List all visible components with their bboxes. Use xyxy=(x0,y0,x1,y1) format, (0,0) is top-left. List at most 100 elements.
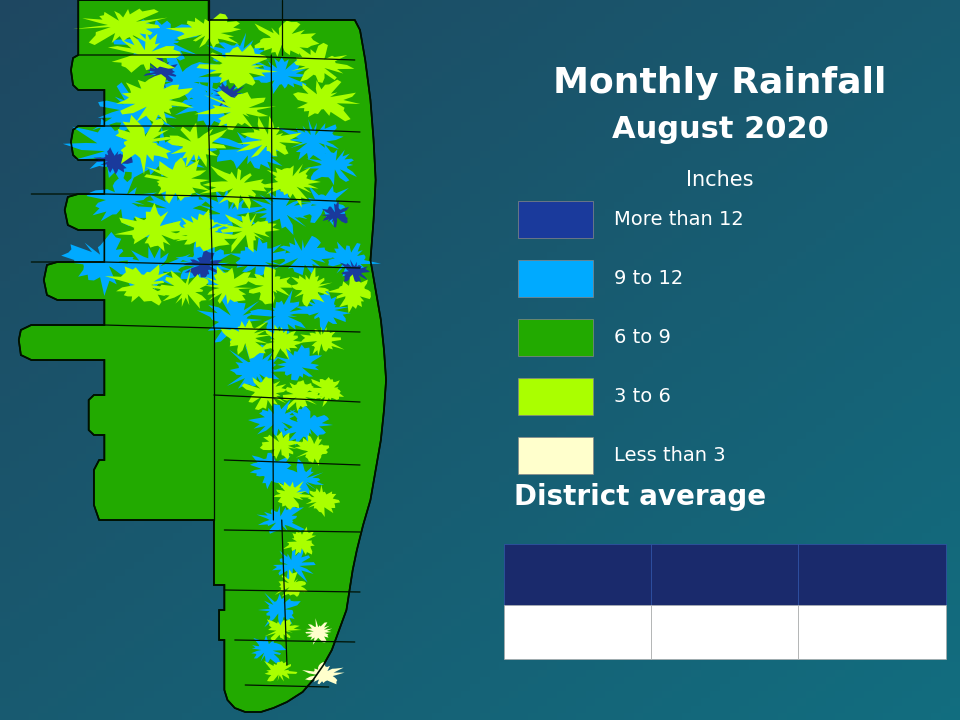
Polygon shape xyxy=(273,235,333,275)
Polygon shape xyxy=(19,0,386,712)
Polygon shape xyxy=(276,119,344,160)
Polygon shape xyxy=(282,526,316,555)
FancyBboxPatch shape xyxy=(651,544,799,605)
Polygon shape xyxy=(250,453,298,489)
Text: Inches: Inches xyxy=(686,170,754,190)
Polygon shape xyxy=(200,166,267,210)
Polygon shape xyxy=(211,82,245,109)
Polygon shape xyxy=(256,505,305,534)
Polygon shape xyxy=(125,186,211,239)
Text: District average: District average xyxy=(514,483,766,510)
Polygon shape xyxy=(252,635,287,665)
Polygon shape xyxy=(340,259,370,283)
Text: Average: Average xyxy=(689,567,760,582)
Polygon shape xyxy=(153,267,208,309)
Polygon shape xyxy=(258,164,321,207)
Text: 3 to 6: 3 to 6 xyxy=(614,387,671,406)
FancyBboxPatch shape xyxy=(504,605,651,659)
Polygon shape xyxy=(279,405,333,446)
Polygon shape xyxy=(309,377,344,407)
Polygon shape xyxy=(221,320,274,359)
Polygon shape xyxy=(230,237,300,281)
Polygon shape xyxy=(245,57,307,94)
Polygon shape xyxy=(105,264,175,305)
FancyBboxPatch shape xyxy=(518,201,592,238)
Polygon shape xyxy=(260,325,303,360)
Text: +0.92: +0.92 xyxy=(840,622,904,642)
Polygon shape xyxy=(242,377,287,410)
Text: More than 12: More than 12 xyxy=(614,210,744,229)
FancyBboxPatch shape xyxy=(651,605,799,659)
Polygon shape xyxy=(270,345,323,380)
Polygon shape xyxy=(303,143,357,186)
Polygon shape xyxy=(108,127,217,179)
Polygon shape xyxy=(293,289,350,333)
Polygon shape xyxy=(165,14,241,48)
Polygon shape xyxy=(283,380,324,411)
Polygon shape xyxy=(248,400,305,437)
Polygon shape xyxy=(115,114,180,174)
Polygon shape xyxy=(252,182,313,235)
Polygon shape xyxy=(293,80,360,122)
Polygon shape xyxy=(144,158,210,204)
Polygon shape xyxy=(236,116,302,158)
Polygon shape xyxy=(251,289,318,339)
Polygon shape xyxy=(265,619,301,642)
Polygon shape xyxy=(212,212,280,253)
Polygon shape xyxy=(173,210,241,251)
Polygon shape xyxy=(206,32,271,76)
Text: 7.00: 7.00 xyxy=(701,622,749,642)
Polygon shape xyxy=(326,274,371,313)
Polygon shape xyxy=(290,185,348,226)
Polygon shape xyxy=(274,481,313,510)
Polygon shape xyxy=(275,570,308,597)
Polygon shape xyxy=(321,200,349,228)
Polygon shape xyxy=(204,266,254,305)
Polygon shape xyxy=(92,82,189,146)
Text: 9 to 12: 9 to 12 xyxy=(614,269,684,288)
FancyBboxPatch shape xyxy=(518,378,592,415)
Polygon shape xyxy=(291,42,354,83)
Polygon shape xyxy=(291,266,332,307)
FancyBboxPatch shape xyxy=(504,544,651,605)
Polygon shape xyxy=(114,203,198,251)
Text: Monthly
Total: Monthly Total xyxy=(542,558,612,590)
Polygon shape xyxy=(244,266,292,305)
Polygon shape xyxy=(194,91,276,130)
Polygon shape xyxy=(197,45,277,89)
FancyBboxPatch shape xyxy=(799,544,946,605)
FancyBboxPatch shape xyxy=(518,260,592,297)
Polygon shape xyxy=(197,288,263,343)
Polygon shape xyxy=(167,123,228,169)
Polygon shape xyxy=(73,9,168,45)
Polygon shape xyxy=(108,31,181,73)
Polygon shape xyxy=(254,21,320,57)
Text: 6 to 9: 6 to 9 xyxy=(614,328,671,347)
Polygon shape xyxy=(318,241,381,276)
Text: 7.92: 7.92 xyxy=(554,622,602,642)
Polygon shape xyxy=(112,19,204,63)
Polygon shape xyxy=(276,459,324,498)
Polygon shape xyxy=(302,662,345,684)
Polygon shape xyxy=(300,326,345,356)
Polygon shape xyxy=(176,233,234,288)
Polygon shape xyxy=(194,187,268,238)
Polygon shape xyxy=(260,431,304,459)
Polygon shape xyxy=(62,118,156,184)
Polygon shape xyxy=(183,251,223,278)
Polygon shape xyxy=(106,246,200,297)
Polygon shape xyxy=(205,131,284,169)
Text: August 2020: August 2020 xyxy=(612,115,828,144)
FancyBboxPatch shape xyxy=(518,437,592,474)
FancyBboxPatch shape xyxy=(518,319,592,356)
Text: Monthly Rainfall: Monthly Rainfall xyxy=(553,66,887,100)
Polygon shape xyxy=(305,485,340,517)
Text: Less than 3: Less than 3 xyxy=(614,446,726,465)
Polygon shape xyxy=(227,344,279,389)
FancyBboxPatch shape xyxy=(799,605,946,659)
Polygon shape xyxy=(61,232,141,296)
Polygon shape xyxy=(93,147,132,174)
Polygon shape xyxy=(143,54,178,89)
Polygon shape xyxy=(272,547,316,582)
Polygon shape xyxy=(174,78,253,129)
